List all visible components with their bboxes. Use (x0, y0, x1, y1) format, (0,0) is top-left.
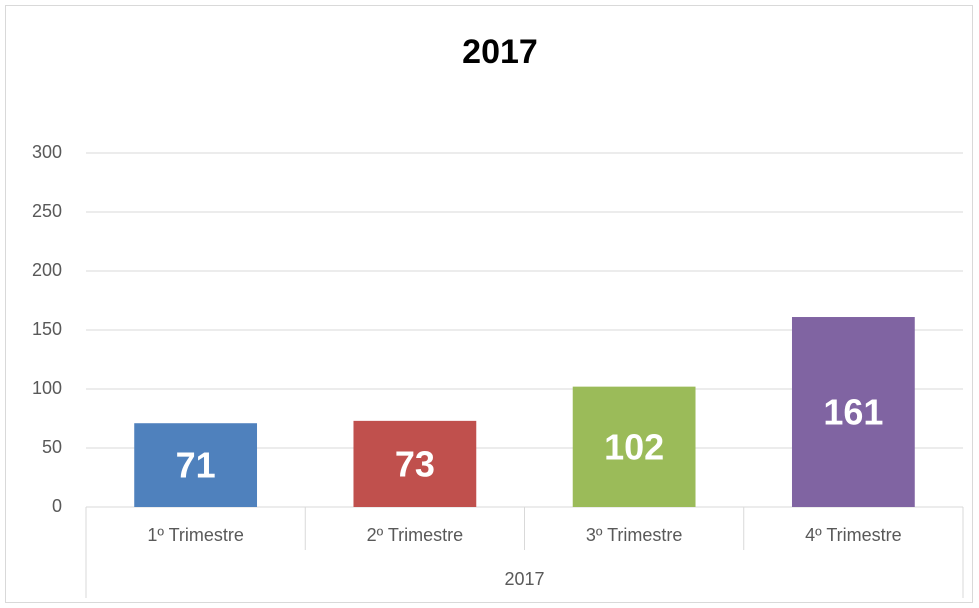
data-label: 161 (823, 392, 883, 433)
x-tick-label: 3º Trimestre (586, 525, 683, 545)
y-tick-label: 300 (32, 142, 62, 162)
bar (353, 420, 477, 507)
y-tick-label: 200 (32, 260, 62, 280)
chart-title: 2017 (462, 33, 538, 71)
y-tick-label: 50 (42, 437, 62, 457)
bar (572, 386, 696, 507)
bar (791, 317, 915, 507)
x-tick-label: 1º Trimestre (147, 525, 244, 545)
data-label: 102 (604, 426, 664, 467)
y-tick-label: 100 (32, 378, 62, 398)
x-tick-label: 4º Trimestre (805, 525, 902, 545)
x-tick-label: 2º Trimestre (367, 525, 464, 545)
y-tick-label: 0 (52, 496, 62, 516)
bar (134, 423, 258, 507)
y-tick-label: 150 (32, 319, 62, 339)
group-label: 2017 (504, 569, 544, 589)
data-label: 73 (395, 443, 435, 484)
data-label: 71 (176, 445, 216, 486)
chart-border (5, 5, 973, 603)
y-tick-label: 250 (32, 201, 62, 221)
